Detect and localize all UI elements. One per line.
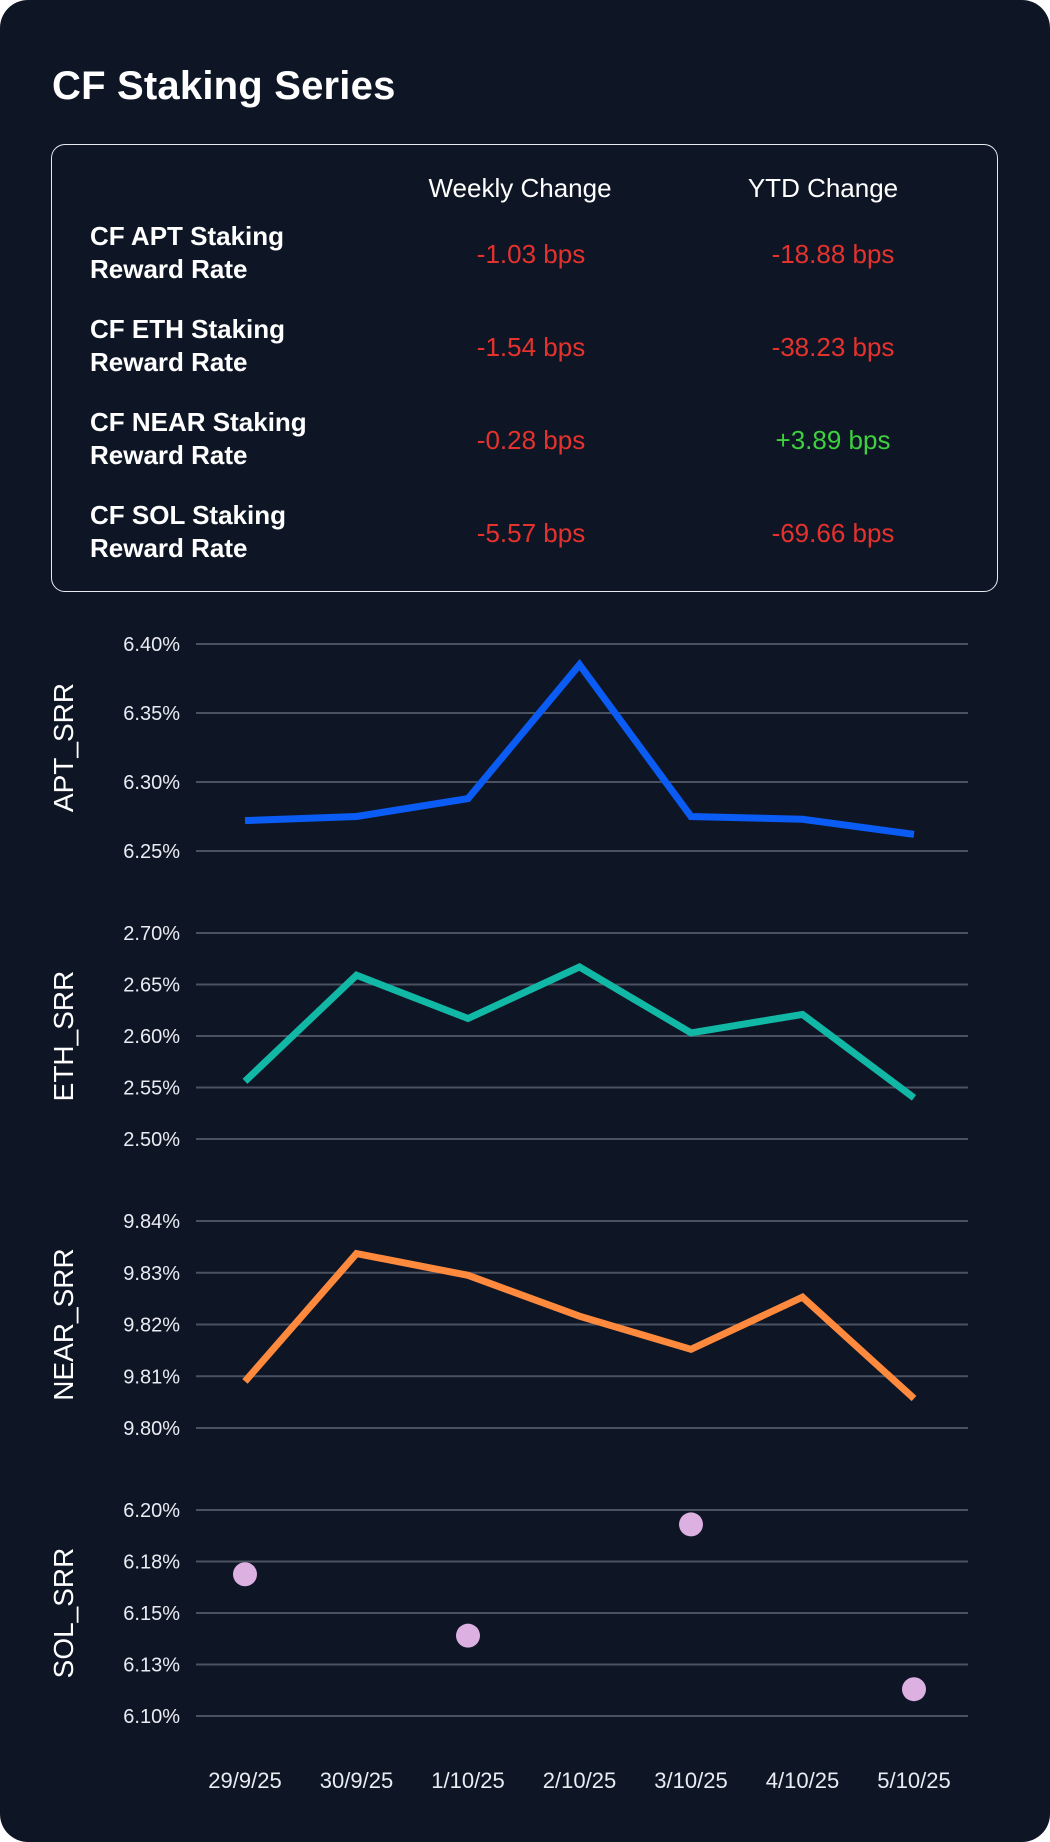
- ytd-change-apt: -18.88 bps: [771, 239, 895, 269]
- y-tick-label: 2.70%: [123, 923, 180, 945]
- row-name-sol: CF SOL Staking Reward Rate: [90, 500, 286, 563]
- x-tick-label: 30/9/25: [320, 1768, 393, 1793]
- y-tick-label: 9.81%: [123, 1366, 180, 1388]
- x-tick-label: 29/9/25: [208, 1768, 281, 1793]
- summary-table: Weekly Change YTD Change CF APT Staking …: [51, 144, 998, 592]
- ytd-change-near: +3.89 bps: [775, 425, 891, 455]
- near-srr-line: [242, 1249, 917, 1402]
- x-tick-label: 1/10/25: [431, 1768, 504, 1793]
- y-axis-title: NEAR_SRR: [48, 1248, 79, 1400]
- x-tick-label: 2/10/25: [543, 1768, 616, 1793]
- ytd-change-sol: -69.66 bps: [771, 518, 895, 548]
- apt-srr-line: [244, 659, 915, 838]
- ytd-change-header: YTD Change: [747, 173, 899, 203]
- y-tick-label: 9.84%: [123, 1211, 180, 1233]
- y-tick-label: 2.60%: [123, 1026, 180, 1048]
- y-tick-label: 6.35%: [123, 703, 180, 725]
- row-name-near: CF NEAR Staking Reward Rate: [90, 407, 307, 470]
- y-tick-label: 2.55%: [123, 1078, 180, 1100]
- y-tick-label: 9.82%: [123, 1315, 180, 1337]
- eth-srr-line: [242, 963, 917, 1101]
- eth-chart: 2.50% 2.55% 2.60% 2.65% 2.70% ETH_SRR: [48, 923, 968, 1151]
- weekly-change-header: Weekly Change: [428, 173, 612, 203]
- apt-chart: 6.25% 6.30% 6.35% 6.40% APT_SRR: [48, 634, 968, 863]
- y-tick-label: 6.10%: [123, 1706, 180, 1728]
- x-axis: 29/9/25 30/9/25 1/10/25 2/10/25 3/10/25 4/10/…: [208, 1768, 950, 1793]
- x-tick-label: 3/10/25: [654, 1768, 727, 1793]
- ytd-change-eth: -38.23 bps: [771, 332, 895, 362]
- data-point-3-10-25: [679, 1512, 703, 1537]
- y-tick-label: 6.18%: [123, 1552, 180, 1574]
- x-tick-label: 5/10/25: [877, 1768, 950, 1793]
- row-name-eth: CF ETH Staking Reward Rate: [90, 314, 286, 377]
- sol-chart: 6.10% 6.13% 6.15% 6.18% 6.20% SOL_SRR: [48, 1500, 968, 1728]
- data-point-1-10-25: [456, 1623, 480, 1648]
- page-title: CF Staking Series: [52, 64, 396, 108]
- weekly-change-apt: -1.03 bps: [476, 239, 586, 269]
- weekly-change-near: -0.28 bps: [476, 425, 586, 455]
- x-tick-label: 4/10/25: [766, 1768, 839, 1793]
- y-axis-title: ETH_SRR: [48, 971, 79, 1102]
- data-point-29-9-25: [233, 1562, 257, 1587]
- y-tick-label: 2.65%: [123, 975, 180, 997]
- y-tick-label: 2.50%: [123, 1129, 180, 1151]
- y-tick-label: 6.25%: [123, 841, 180, 863]
- y-tick-label: 6.20%: [123, 1500, 180, 1522]
- y-axis-title: APT_SRR: [48, 683, 79, 812]
- y-tick-label: 6.40%: [123, 634, 180, 656]
- y-axis-title: SOL_SRR: [48, 1548, 79, 1679]
- weekly-change-eth: -1.54 bps: [476, 332, 586, 362]
- y-tick-label: 6.13%: [123, 1655, 180, 1677]
- y-tick-label: 6.15%: [123, 1603, 180, 1625]
- data-point-5-10-25: [902, 1677, 926, 1702]
- weekly-change-sol: -5.57 bps: [476, 518, 586, 548]
- row-name-apt: CF APT Staking Reward Rate: [90, 221, 285, 284]
- y-tick-label: 9.80%: [123, 1418, 180, 1440]
- near-chart: 9.80% 9.81% 9.82% 9.83% 9.84% NEAR_SRR: [48, 1211, 968, 1440]
- y-tick-label: 9.83%: [123, 1263, 180, 1285]
- y-tick-label: 6.30%: [123, 772, 180, 794]
